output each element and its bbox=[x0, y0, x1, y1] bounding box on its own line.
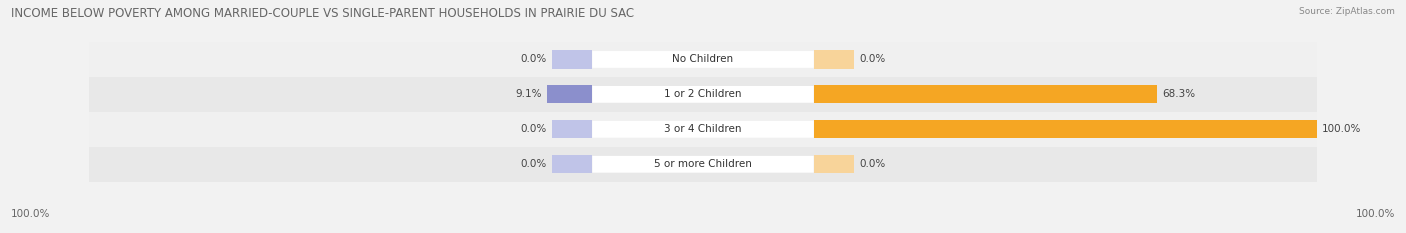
Text: 68.3%: 68.3% bbox=[1163, 89, 1195, 99]
Text: 0.0%: 0.0% bbox=[520, 124, 547, 134]
Bar bbox=[90, 147, 1316, 182]
FancyBboxPatch shape bbox=[592, 51, 814, 68]
Text: 0.0%: 0.0% bbox=[520, 159, 547, 169]
Text: 100.0%: 100.0% bbox=[11, 209, 51, 219]
Text: 3 or 4 Children: 3 or 4 Children bbox=[664, 124, 742, 134]
Text: 100.0%: 100.0% bbox=[1355, 209, 1395, 219]
Bar bbox=[814, 155, 853, 173]
Text: No Children: No Children bbox=[672, 55, 734, 64]
Text: Source: ZipAtlas.com: Source: ZipAtlas.com bbox=[1299, 7, 1395, 16]
Bar bbox=[547, 85, 592, 103]
Bar bbox=[90, 112, 1316, 147]
Text: 0.0%: 0.0% bbox=[520, 55, 547, 64]
Bar bbox=[814, 120, 1316, 138]
Bar bbox=[814, 85, 1157, 103]
Text: 0.0%: 0.0% bbox=[859, 55, 886, 64]
Bar bbox=[814, 50, 853, 69]
Text: 9.1%: 9.1% bbox=[515, 89, 541, 99]
FancyBboxPatch shape bbox=[592, 121, 814, 138]
Bar bbox=[553, 50, 592, 69]
Bar bbox=[90, 77, 1316, 112]
Text: 0.0%: 0.0% bbox=[859, 159, 886, 169]
Bar bbox=[553, 120, 592, 138]
Bar bbox=[90, 42, 1316, 77]
FancyBboxPatch shape bbox=[592, 156, 814, 173]
Text: 1 or 2 Children: 1 or 2 Children bbox=[664, 89, 742, 99]
Bar bbox=[553, 155, 592, 173]
Text: 100.0%: 100.0% bbox=[1322, 124, 1361, 134]
Text: 5 or more Children: 5 or more Children bbox=[654, 159, 752, 169]
FancyBboxPatch shape bbox=[592, 86, 814, 103]
Text: INCOME BELOW POVERTY AMONG MARRIED-COUPLE VS SINGLE-PARENT HOUSEHOLDS IN PRAIRIE: INCOME BELOW POVERTY AMONG MARRIED-COUPL… bbox=[11, 7, 634, 20]
